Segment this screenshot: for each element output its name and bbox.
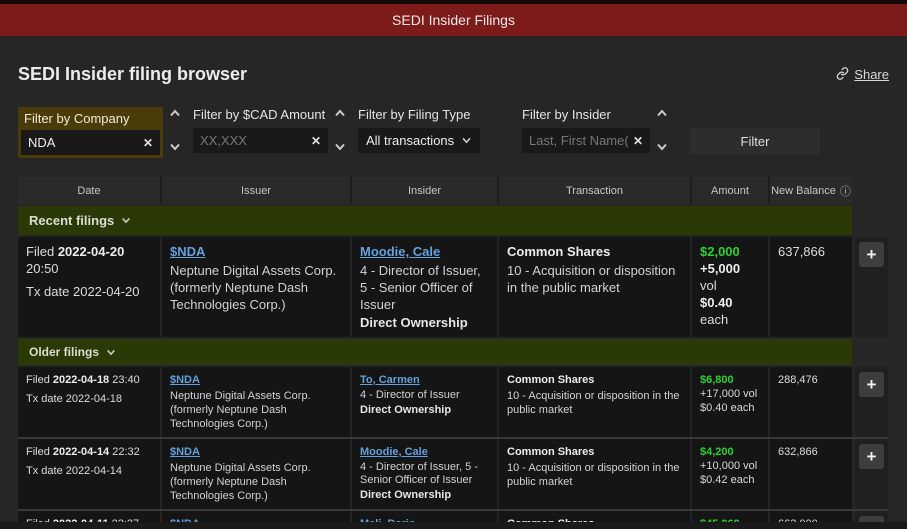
- chevron-down-icon: [461, 137, 472, 144]
- amount-filter-spinner: [332, 107, 348, 153]
- page-title: SEDI Insider filing browser: [18, 64, 248, 84]
- date-cell: Filed 2022-04-20 20:50 Tx date 2022-04-2…: [18, 237, 160, 337]
- plus-icon: +: [866, 244, 877, 264]
- chevron-down-icon[interactable]: [334, 143, 346, 151]
- insider-link[interactable]: Moodie, Cale: [360, 446, 428, 458]
- transaction-cell: Common Shares 10 - Acquisition or dispos…: [497, 439, 690, 509]
- date-cell: Filed 2022-04-18 23:40 Tx date 2022-04-1…: [18, 367, 160, 437]
- amount-cell: $2,000 +5,000 vol $0.40 each: [690, 237, 768, 337]
- plus-icon: +: [866, 446, 877, 466]
- info-icon[interactable]: ⓘ: [839, 185, 851, 198]
- clear-icon[interactable]: ✕: [142, 135, 153, 150]
- ticker-link[interactable]: $NDA: [170, 244, 206, 259]
- expand-button[interactable]: +: [859, 516, 884, 522]
- page: SEDI Insider filing browser Share Filter…: [0, 64, 907, 522]
- table-row: Filed 2022-04-14 22:32 Tx date 2022-04-1…: [18, 437, 888, 509]
- expand-button[interactable]: +: [859, 242, 884, 267]
- plus-icon: +: [866, 374, 877, 394]
- section-header-recent[interactable]: Recent filings: [18, 206, 852, 235]
- chevron-down-icon: [106, 349, 116, 356]
- transaction-cell: Common Shares 10 - Acquisition or dispos…: [497, 511, 690, 522]
- ticker-link[interactable]: $NDA: [170, 374, 200, 386]
- company-filter-label: Filter by Company: [24, 111, 130, 126]
- filter-bar: Filter by Company ✕ Filter by $CAD Amoun…: [18, 107, 889, 158]
- expand-cell: +: [855, 237, 888, 337]
- share-label: Share: [854, 67, 889, 82]
- amount-cell: $6,800 +17,000 vol $0.40 each: [690, 367, 768, 437]
- balance-cell: 637,866: [768, 237, 852, 337]
- column-header-issuer: Issuer: [160, 177, 350, 204]
- date-cell: Filed 2022-04-11 22:27 Tx date 2022-04-0…: [18, 511, 160, 522]
- insider-filter-input[interactable]: [529, 133, 628, 148]
- amount-cell: $4,200 +10,000 vol $0.42 each: [690, 439, 768, 509]
- table-row: Filed 2022-04-18 23:40 Tx date 2022-04-1…: [18, 367, 888, 437]
- chevron-down-icon: [121, 217, 131, 224]
- expand-button[interactable]: +: [859, 372, 884, 397]
- ticker-link[interactable]: $NDA: [170, 517, 200, 522]
- insider-link[interactable]: Meli, Dario: [360, 517, 416, 522]
- column-header-date: Date: [77, 184, 101, 197]
- expand-cell: +: [855, 511, 888, 522]
- app-titlebar: SEDI Insider Filings: [0, 4, 907, 36]
- expand-button[interactable]: +: [859, 444, 884, 469]
- clear-icon[interactable]: ✕: [632, 133, 643, 148]
- expand-cell: +: [855, 367, 888, 437]
- column-header-transaction: Transaction: [497, 177, 690, 204]
- company-filter-input[interactable]: [28, 135, 138, 150]
- balance-cell: 288,476: [768, 367, 852, 437]
- company-filter-group: Filter by Company ✕: [18, 107, 163, 158]
- filing-type-filter-group: Filter by Filing Type All transactions: [358, 107, 480, 153]
- ticker-link[interactable]: $NDA: [170, 446, 200, 458]
- insider-cell: Moodie, Cale 4 - Director of Issuer, 5 -…: [350, 439, 497, 509]
- insider-filter-label: Filter by Insider: [522, 107, 611, 122]
- filings-table: Date Issuer Insider Transaction Amount N…: [18, 177, 889, 522]
- issuer-cell: $NDA Neptune Digital Assets Corp. (forme…: [160, 237, 350, 337]
- insider-cell: Moodie, Cale 4 - Director of Issuer, 5 -…: [350, 237, 497, 337]
- filing-type-selected-value: All transactions: [366, 133, 455, 148]
- transaction-cell: Common Shares 10 - Acquisition or dispos…: [497, 367, 690, 437]
- amount-cell: $45,060 +100,000 vol $0.4506 each: [690, 511, 768, 522]
- filing-type-select[interactable]: All transactions: [358, 128, 480, 153]
- amount-filter-label: Filter by $CAD Amount: [193, 107, 326, 122]
- filter-submit-button[interactable]: Filter: [690, 128, 820, 154]
- chevron-down-icon[interactable]: [169, 143, 181, 151]
- share-button[interactable]: Share: [836, 66, 889, 83]
- section-header-older[interactable]: Older filings: [18, 339, 852, 365]
- balance-cell: 632,866: [768, 439, 852, 509]
- column-header-insider: Insider: [350, 177, 497, 204]
- issuer-cell: $NDA Neptune Digital Assets Corp. (forme…: [160, 511, 350, 522]
- chevron-up-icon[interactable]: [169, 109, 181, 117]
- company-filter-spinner: [167, 107, 183, 153]
- table-row: Filed 2022-04-11 22:27 Tx date 2022-04-0…: [18, 509, 888, 522]
- chevron-up-icon[interactable]: [656, 109, 668, 117]
- top-strip: [0, 0, 907, 4]
- insider-cell: Meli, Dario 4 - Director of Issuer Direc…: [350, 511, 497, 522]
- insider-link[interactable]: To, Carmen: [360, 374, 420, 386]
- insider-link[interactable]: Moodie, Cale: [360, 244, 441, 259]
- transaction-cell: Common Shares 10 - Acquisition or dispos…: [497, 237, 690, 337]
- clear-icon[interactable]: ✕: [310, 133, 321, 148]
- date-cell: Filed 2022-04-14 22:32 Tx date 2022-04-1…: [18, 439, 160, 509]
- issuer-cell: $NDA Neptune Digital Assets Corp. (forme…: [160, 439, 350, 509]
- insider-filter-group: Filter by Insider ✕: [522, 107, 650, 153]
- chevron-up-icon[interactable]: [334, 109, 346, 117]
- insider-filter-spinner: [654, 107, 670, 153]
- balance-cell: 663,000: [768, 511, 852, 522]
- app-title: SEDI Insider Filings: [392, 12, 515, 28]
- column-header-amount: Amount: [690, 177, 768, 204]
- issuer-cell: $NDA Neptune Digital Assets Corp. (forme…: [160, 367, 350, 437]
- chevron-down-icon[interactable]: [656, 143, 668, 151]
- table-row: Filed 2022-04-20 20:50 Tx date 2022-04-2…: [18, 237, 888, 337]
- plus-icon: +: [867, 519, 877, 523]
- amount-filter-group: Filter by $CAD Amount ✕: [193, 107, 328, 153]
- table-header-row: Date Issuer Insider Transaction Amount N…: [18, 177, 852, 204]
- amount-filter-input[interactable]: [200, 133, 306, 148]
- insider-cell: To, Carmen 4 - Director of Issuer Direct…: [350, 367, 497, 437]
- filing-type-filter-label: Filter by Filing Type: [358, 107, 471, 122]
- bottom-strip: [0, 522, 907, 529]
- column-header-new-balance: New Balance ⓘ: [768, 177, 852, 204]
- link-icon: [836, 66, 849, 83]
- expand-cell: +: [855, 439, 888, 509]
